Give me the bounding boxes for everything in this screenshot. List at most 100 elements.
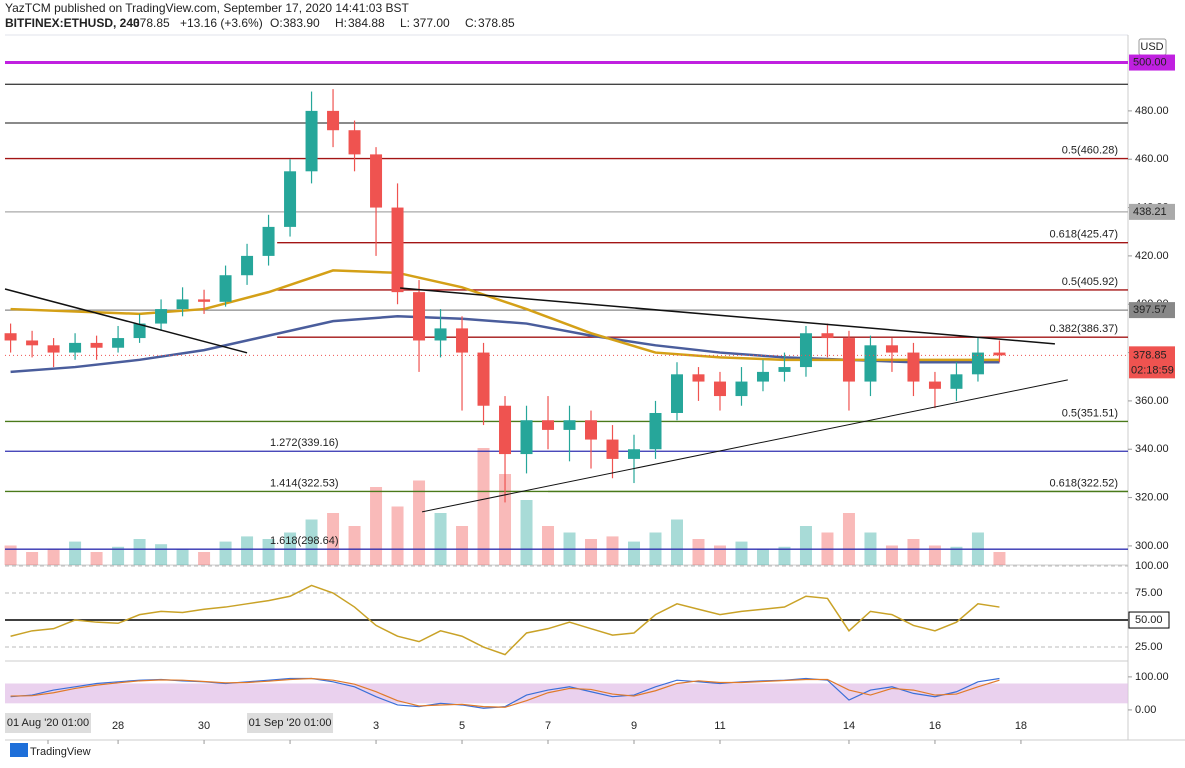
trendline (421, 379, 1068, 513)
candle-body (563, 420, 576, 430)
volume-bar (348, 526, 361, 565)
volume-bar (219, 541, 232, 565)
candle-body (284, 171, 297, 227)
volume-bar (713, 545, 726, 565)
volume-bar (477, 448, 490, 565)
level-label: 1.414(322.53) (270, 477, 339, 489)
y-tick-label: 360.00 (1135, 395, 1169, 407)
volume-bar (585, 539, 598, 565)
candle-body (327, 110, 340, 131)
level-tag-box (1129, 54, 1175, 71)
candle-body (456, 328, 469, 353)
stoch-tick-label: 0.00 (1135, 704, 1156, 716)
candle-body (305, 110, 318, 172)
volume-bar (370, 487, 383, 565)
ohlc-label: O: (270, 16, 283, 30)
stoch-line (10, 677, 1000, 708)
rsi-tick-label: 50.00 (1135, 614, 1163, 626)
volume-bar (47, 549, 60, 565)
y-tick-label: 340.00 (1135, 443, 1169, 455)
x-tick-label: 30 (198, 720, 210, 732)
x-tick-label: 9 (631, 720, 637, 732)
candle-body (47, 345, 60, 353)
x-tick-label: 3 (373, 720, 379, 732)
level-tag: 500.00 (1133, 56, 1167, 68)
ohlc-label: L: (400, 16, 410, 30)
x-tick-label: 28 (112, 720, 124, 732)
volume-bar (413, 480, 426, 565)
volume-bar (520, 500, 533, 565)
candle-body (4, 333, 17, 341)
x-tick-label: 18 (1015, 720, 1027, 732)
candle-body (993, 352, 1006, 356)
volume-bar (842, 513, 855, 565)
x-tick-label: 01 Sep '20 01:00 (249, 717, 332, 729)
volume-bar (928, 545, 941, 565)
level-tag-box (1129, 302, 1175, 319)
level-label: 1.272(339.16) (270, 437, 339, 449)
candle-body (176, 299, 189, 310)
trendline (400, 287, 1055, 345)
change: +13.16 (+3.6%) (180, 16, 263, 30)
candle-body (950, 374, 963, 389)
candle-body (112, 338, 125, 348)
countdown: 02:18:59 (1131, 364, 1174, 376)
brand: TradingView (30, 746, 91, 758)
volume-bar (241, 536, 254, 565)
last: 378.85 (133, 16, 170, 30)
candle-body (606, 439, 619, 459)
volume-bar (907, 539, 920, 565)
level-tag: 397.57 (1133, 304, 1167, 316)
y-tick-label: 480.00 (1135, 105, 1169, 117)
level-label: 0.382(386.37) (1050, 323, 1119, 335)
level-label: 0.5(460.28) (1062, 144, 1118, 156)
rsi-tick-label: 100.00 (1135, 560, 1169, 572)
volume-bar (799, 526, 812, 565)
volume-bar (778, 546, 791, 565)
candle-body (778, 367, 791, 372)
rsi-tick-label: 25.00 (1135, 641, 1163, 653)
candle-body (520, 420, 533, 455)
volume-bar (456, 526, 469, 565)
volume-bar (26, 552, 39, 565)
rsi-tick-label: 75.00 (1135, 587, 1163, 599)
volume-bar (756, 549, 769, 565)
candle-body (348, 130, 361, 155)
x-tick-box (247, 713, 334, 733)
x-tick-label: 14 (843, 720, 855, 732)
stoch-tick-label: 100.00 (1135, 671, 1169, 683)
candle-body (971, 352, 984, 375)
candle-body (670, 374, 683, 413)
publisher: YazTCM published on TradingView.com, Sep… (5, 1, 409, 15)
candle-body (262, 226, 275, 256)
candle-body (198, 299, 211, 302)
candle-body (885, 345, 898, 353)
candle-body (821, 333, 834, 339)
candle-body (864, 345, 877, 382)
x-tick-label: 5 (459, 720, 465, 732)
candle-body (499, 405, 512, 455)
candle-body (413, 292, 426, 341)
y-tick-label: 460.00 (1135, 153, 1169, 165)
level-tag-box (1129, 203, 1175, 220)
candle-body (391, 207, 404, 293)
volume-bar (735, 541, 748, 565)
level-tag: 438.21 (1133, 206, 1167, 218)
candle-body (26, 340, 39, 346)
currency: USD (1140, 41, 1163, 53)
rsi-line (10, 584, 1000, 656)
trendline (4, 288, 248, 354)
candle-body (542, 420, 555, 430)
volume-bar (262, 539, 275, 565)
level-label: 0.5(405.92) (1062, 276, 1118, 288)
candle-body (907, 352, 920, 382)
candle-body (370, 154, 383, 208)
volume-bar (542, 526, 555, 565)
volume-bar (606, 536, 619, 565)
candle-body (90, 342, 103, 348)
candle-body (649, 412, 662, 450)
last-price: 378.85 (1133, 349, 1167, 361)
